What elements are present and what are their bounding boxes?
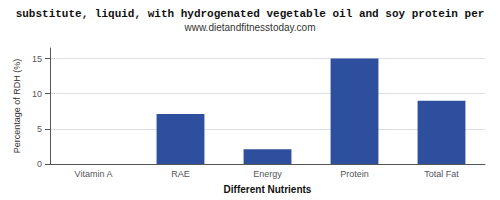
svg-text:Different Nutrients: Different Nutrients bbox=[224, 184, 312, 195]
svg-text:Protein: Protein bbox=[340, 169, 369, 179]
svg-text:RAE: RAE bbox=[171, 169, 190, 179]
svg-text:Vitamin A: Vitamin A bbox=[75, 169, 113, 179]
svg-text:15: 15 bbox=[32, 54, 42, 64]
svg-text:Energy: Energy bbox=[253, 169, 282, 179]
svg-text:10: 10 bbox=[32, 89, 42, 99]
svg-text:Total Fat: Total Fat bbox=[424, 169, 459, 179]
svg-text:substitute, liquid, with hydro: substitute, liquid, with hydrogenated ve… bbox=[16, 8, 485, 20]
svg-text:www.dietandfitnesstoday.com: www.dietandfitnesstoday.com bbox=[184, 22, 316, 33]
svg-text:5: 5 bbox=[37, 124, 42, 134]
svg-text:0: 0 bbox=[37, 159, 42, 169]
svg-text:Percentage of RDH (%): Percentage of RDH (%) bbox=[12, 59, 22, 154]
